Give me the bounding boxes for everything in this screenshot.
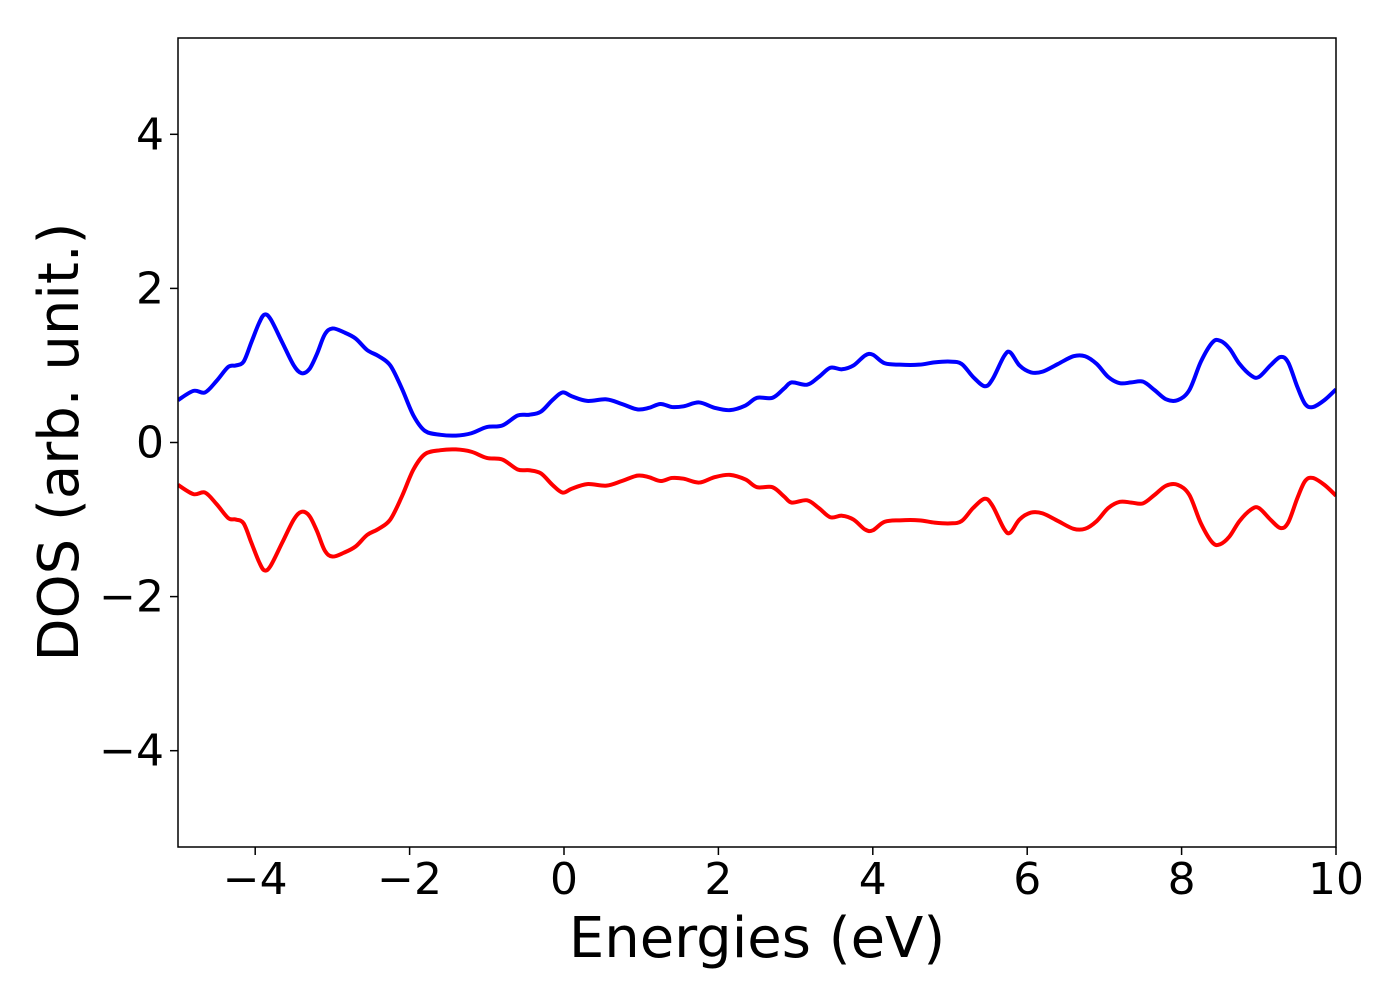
- x-axis-ticks: −4 −2 0 2 4 6 8 10: [223, 847, 1364, 905]
- x-tick-label: 2: [704, 854, 732, 905]
- plot-frame: [177, 37, 1337, 848]
- x-axis-label: Energies (eV): [569, 906, 945, 971]
- x-tick-label: −4: [223, 854, 288, 905]
- x-tick-label: 4: [859, 854, 887, 905]
- y-tick-label: 2: [136, 263, 164, 314]
- x-tick-label: 0: [550, 854, 578, 905]
- x-tick-label: 8: [1168, 854, 1196, 905]
- x-tick-label: 6: [1013, 854, 1041, 905]
- y-tick-label: −4: [99, 726, 164, 777]
- y-axis-ticks: −4 −2 0 2 4: [99, 109, 178, 777]
- series-line-2: [178, 447, 1336, 573]
- y-tick-label: 0: [136, 418, 164, 469]
- x-tick-label: −2: [377, 854, 442, 905]
- y-tick-label: 4: [136, 109, 164, 160]
- y-axis-label: DOS (arb. unit.): [27, 222, 92, 661]
- series-line-1: [178, 312, 1336, 438]
- x-tick-label: 10: [1308, 854, 1364, 905]
- y-tick-label: −2: [99, 572, 164, 623]
- series-layer: [178, 312, 1336, 573]
